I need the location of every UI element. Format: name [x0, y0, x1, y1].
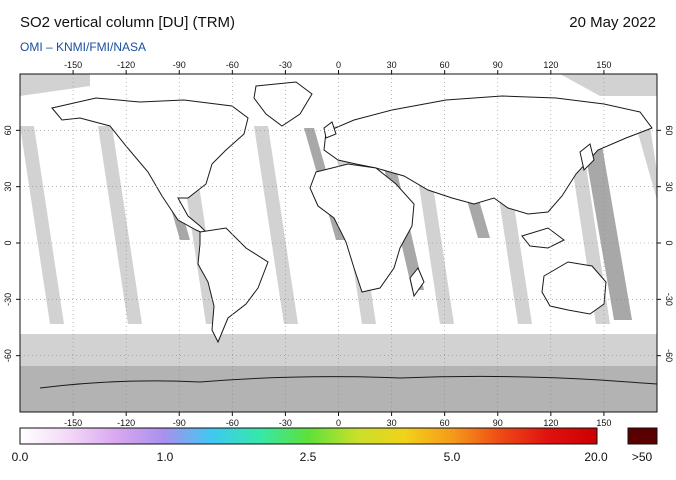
- lon-tick-label-top: 150: [596, 60, 611, 70]
- lon-tick-label-top: -30: [279, 60, 292, 70]
- north-america: [51, 97, 249, 237]
- polar-gap: [20, 74, 90, 96]
- antarctica-coast: [39, 375, 657, 389]
- lat-tick-label-right: 30: [664, 182, 674, 192]
- colorbar-label: >50: [631, 450, 653, 464]
- map-date: 20 May 2022: [569, 14, 656, 31]
- lat-tick-label-left: 60: [3, 125, 13, 135]
- swath-overlap: [580, 122, 632, 320]
- lon-tick-label-bottom: 120: [543, 418, 558, 428]
- lon-tick-label-top: 90: [493, 60, 503, 70]
- british-isles: [323, 121, 337, 139]
- colorbar-label: 2.5: [299, 450, 317, 464]
- lon-tick-label-bottom: -120: [117, 418, 135, 428]
- lat-tick-label-left: 30: [3, 182, 13, 192]
- lon-tick-label-bottom: 60: [440, 418, 450, 428]
- lon-tick-label-top: -60: [226, 60, 239, 70]
- greenland: [253, 81, 313, 127]
- lon-tick-label-top: 60: [440, 60, 450, 70]
- lat-tick-label-right: 0: [664, 240, 674, 245]
- swath-gap: [254, 126, 298, 324]
- swath-gap: [636, 126, 657, 200]
- swath-gap: [98, 126, 142, 324]
- lon-tick-label-bottom: 150: [596, 418, 611, 428]
- lon-tick-label-bottom: -60: [226, 418, 239, 428]
- lat-tick-label-left: -30: [3, 293, 13, 306]
- south-america: [197, 227, 269, 344]
- polar-gap: [560, 74, 657, 96]
- lat-tick-label-left: 0: [3, 240, 13, 245]
- lon-tick-label-bottom: 30: [387, 418, 397, 428]
- lat-tick-label-right: -60: [664, 349, 674, 362]
- colorbar-label: 5.0: [443, 450, 461, 464]
- axis-ticks: -150 -150 -120 -120 -90 -90 -60 -60 -30 -30 0 0 30 30…: [3, 60, 674, 428]
- colorbar-label: 20.0: [584, 450, 608, 464]
- data-credit: OMI – KNMI/FMI/NASA: [20, 40, 147, 54]
- lon-tick-label-top: -120: [117, 60, 135, 70]
- graticule: [20, 74, 657, 412]
- japan: [579, 143, 595, 171]
- colorbar-overflow-swatch: [627, 427, 658, 445]
- eurasia: [323, 95, 653, 215]
- lat-tick-label-right: -30: [664, 293, 674, 306]
- antarctic-region: [20, 366, 657, 412]
- coastlines: [51, 81, 653, 344]
- lon-tick-label-top: 30: [387, 60, 397, 70]
- colorbar-label: 0.0: [11, 450, 29, 464]
- australia: [541, 261, 607, 315]
- lon-tick-label-bottom: -150: [64, 418, 82, 428]
- lon-tick-label-top: 120: [543, 60, 558, 70]
- lon-tick-label-bottom: -90: [173, 418, 186, 428]
- lon-tick-label-bottom: 90: [493, 418, 503, 428]
- africa: [309, 163, 415, 293]
- swath-gap: [20, 126, 64, 324]
- map-title: SO2 vertical column [DU] (TRM): [20, 14, 236, 31]
- lat-tick-label-right: 60: [664, 125, 674, 135]
- lon-tick-label-bottom: 0: [336, 418, 341, 428]
- colorbar-label: 1.0: [156, 450, 174, 464]
- lon-tick-label-top: -150: [64, 60, 82, 70]
- lon-tick-label-top: 0: [336, 60, 341, 70]
- lat-tick-label-left: -60: [3, 349, 13, 362]
- lon-tick-label-top: -90: [173, 60, 186, 70]
- lon-tick-label-bottom: -30: [279, 418, 292, 428]
- colorbar-scale: [19, 427, 598, 445]
- colorbar: [19, 427, 658, 445]
- madagascar: [409, 267, 425, 298]
